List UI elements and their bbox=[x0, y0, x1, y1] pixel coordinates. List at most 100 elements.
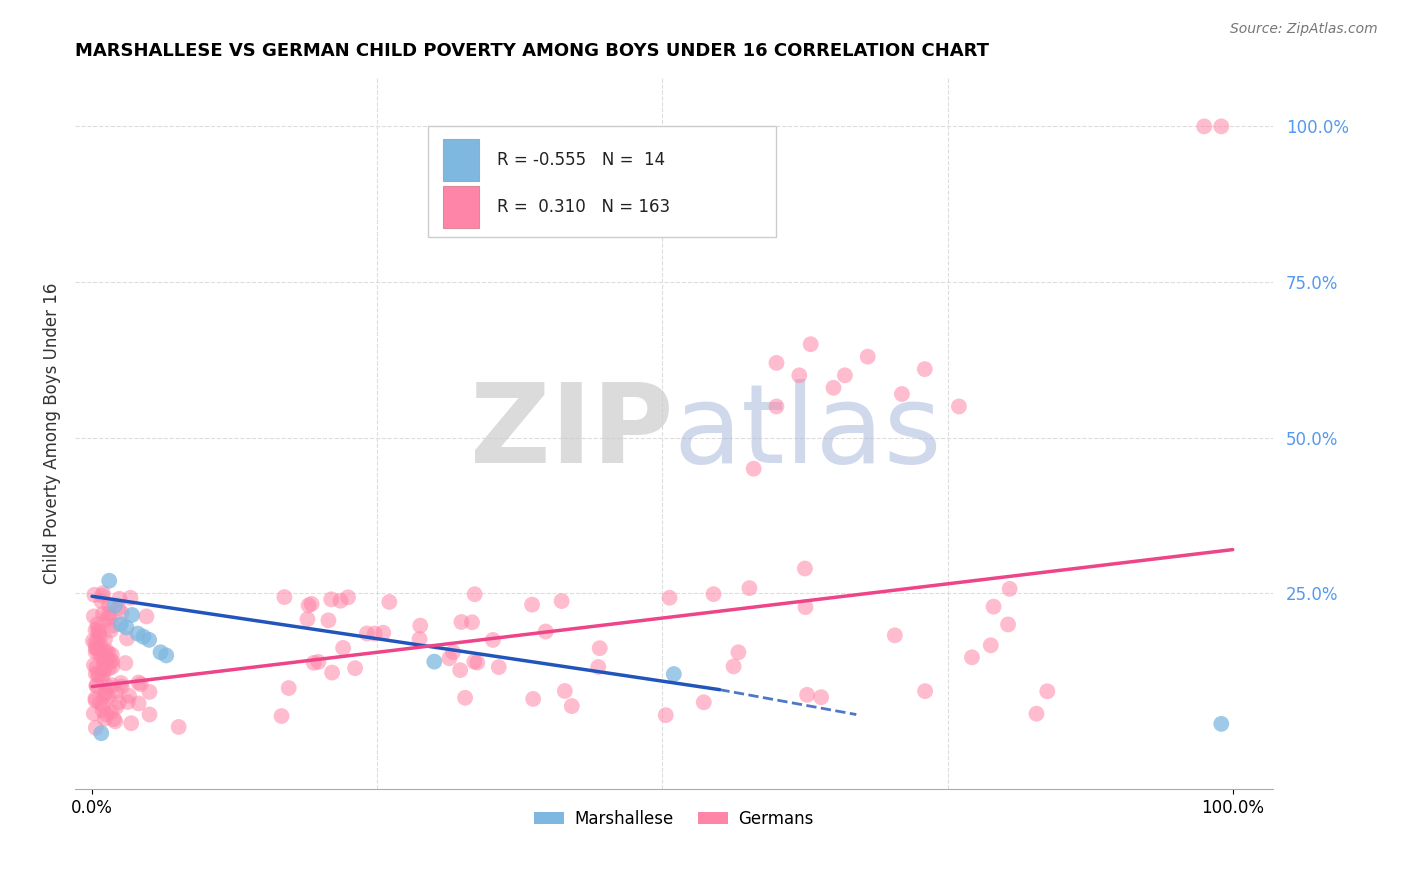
Point bbox=[87, 644, 110, 658]
Point bbox=[104, 599, 127, 613]
Point bbox=[96, 613, 118, 627]
Point bbox=[356, 626, 378, 640]
Point bbox=[794, 600, 817, 615]
Point bbox=[86, 634, 108, 648]
Point bbox=[101, 659, 124, 673]
Point bbox=[482, 632, 505, 647]
Point bbox=[89, 696, 111, 710]
Point bbox=[84, 693, 107, 707]
Point bbox=[914, 362, 936, 376]
Legend: Marshallese, Germans: Marshallese, Germans bbox=[527, 803, 820, 834]
Point bbox=[90, 648, 112, 663]
Point bbox=[441, 645, 464, 659]
Point bbox=[86, 679, 108, 693]
Point bbox=[89, 625, 111, 640]
Point bbox=[960, 650, 983, 665]
Point bbox=[461, 615, 484, 630]
Bar bbox=[443, 138, 478, 181]
Point bbox=[655, 708, 678, 723]
Point bbox=[115, 620, 138, 634]
Point bbox=[129, 677, 152, 691]
Point bbox=[793, 561, 815, 575]
Text: ZIP: ZIP bbox=[471, 379, 673, 486]
Point bbox=[83, 588, 105, 602]
Point bbox=[94, 712, 117, 726]
Point bbox=[149, 645, 172, 659]
Point bbox=[488, 660, 510, 674]
Point bbox=[97, 690, 120, 704]
Point bbox=[87, 668, 110, 682]
Point bbox=[94, 685, 117, 699]
Point bbox=[93, 689, 115, 703]
Point bbox=[1192, 120, 1215, 134]
Point bbox=[702, 587, 724, 601]
Point bbox=[337, 591, 360, 605]
Text: Source: ZipAtlas.com: Source: ZipAtlas.com bbox=[1230, 22, 1378, 37]
Point bbox=[97, 680, 120, 694]
Point bbox=[277, 681, 299, 695]
Point bbox=[98, 599, 121, 613]
Text: R = -0.555   N =  14: R = -0.555 N = 14 bbox=[496, 151, 665, 169]
Point bbox=[94, 646, 117, 660]
Point bbox=[90, 726, 112, 740]
Point bbox=[128, 697, 150, 711]
Point bbox=[454, 690, 477, 705]
Point bbox=[91, 607, 114, 621]
Point bbox=[534, 624, 557, 639]
Point bbox=[127, 626, 149, 640]
Point bbox=[84, 721, 107, 735]
Point bbox=[84, 640, 107, 655]
Point bbox=[101, 618, 124, 632]
Point bbox=[101, 678, 124, 692]
Point bbox=[100, 654, 122, 668]
Point bbox=[834, 368, 856, 383]
Point bbox=[727, 645, 749, 659]
Point bbox=[94, 659, 117, 673]
Point bbox=[96, 707, 118, 722]
Point bbox=[86, 679, 108, 693]
Point bbox=[138, 632, 160, 647]
Point bbox=[307, 655, 329, 669]
Point bbox=[463, 655, 485, 669]
Point bbox=[87, 621, 110, 635]
Point bbox=[84, 645, 107, 659]
Point bbox=[723, 659, 745, 673]
Point bbox=[111, 680, 134, 694]
Point bbox=[94, 632, 117, 647]
Point bbox=[890, 387, 912, 401]
Point bbox=[83, 609, 105, 624]
Point bbox=[93, 663, 115, 677]
Point bbox=[980, 638, 1002, 652]
Point bbox=[91, 666, 114, 681]
Point bbox=[91, 698, 114, 712]
Point bbox=[97, 607, 120, 621]
Point bbox=[321, 665, 343, 680]
Point bbox=[588, 660, 610, 674]
Point bbox=[83, 706, 105, 721]
Point bbox=[765, 356, 787, 370]
Point bbox=[297, 599, 319, 613]
Point bbox=[105, 700, 128, 714]
Point bbox=[465, 656, 488, 670]
Point bbox=[107, 601, 129, 615]
Point bbox=[98, 610, 121, 624]
Point bbox=[93, 655, 115, 669]
Point bbox=[105, 684, 128, 698]
Point bbox=[108, 695, 131, 709]
Point bbox=[100, 624, 122, 638]
Point bbox=[90, 594, 112, 608]
Point bbox=[84, 623, 107, 637]
Point bbox=[914, 684, 936, 698]
Point bbox=[108, 591, 131, 606]
Bar bbox=[443, 186, 478, 228]
Point bbox=[135, 609, 157, 624]
Point bbox=[270, 709, 292, 723]
Point bbox=[82, 634, 104, 648]
Point bbox=[84, 641, 107, 656]
Point bbox=[464, 587, 486, 601]
Point bbox=[93, 657, 115, 671]
Point bbox=[787, 368, 810, 383]
Point bbox=[104, 714, 127, 729]
Point bbox=[84, 666, 107, 681]
Point bbox=[117, 695, 139, 709]
